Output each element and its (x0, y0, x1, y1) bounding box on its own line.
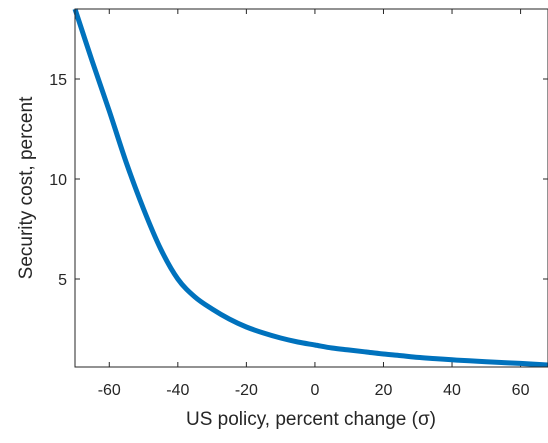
x-tick-label: 20 (375, 382, 393, 399)
axes-frame (74, 8, 548, 368)
x-axis-label: US policy, percent change (σ) (186, 409, 436, 430)
x-tick-label: 40 (443, 382, 461, 399)
x-tick-label: 60 (512, 382, 530, 399)
y-tick-label: 5 (58, 272, 67, 289)
x-tick-label: -60 (98, 382, 121, 399)
x-tick-label: 0 (310, 382, 319, 399)
series-line (72, 8, 548, 368)
x-tick-label: -40 (166, 382, 189, 399)
axis-tick-labels: -60 -40 -20 0 20 40 60 5 10 15 (49, 72, 529, 399)
y-axis-label: Security cost, percent (16, 96, 37, 279)
y-tick-label: 10 (49, 172, 67, 189)
plot-area-background (75, 9, 548, 367)
y-tick-label: 15 (49, 72, 67, 89)
x-tick-label: -20 (235, 382, 258, 399)
